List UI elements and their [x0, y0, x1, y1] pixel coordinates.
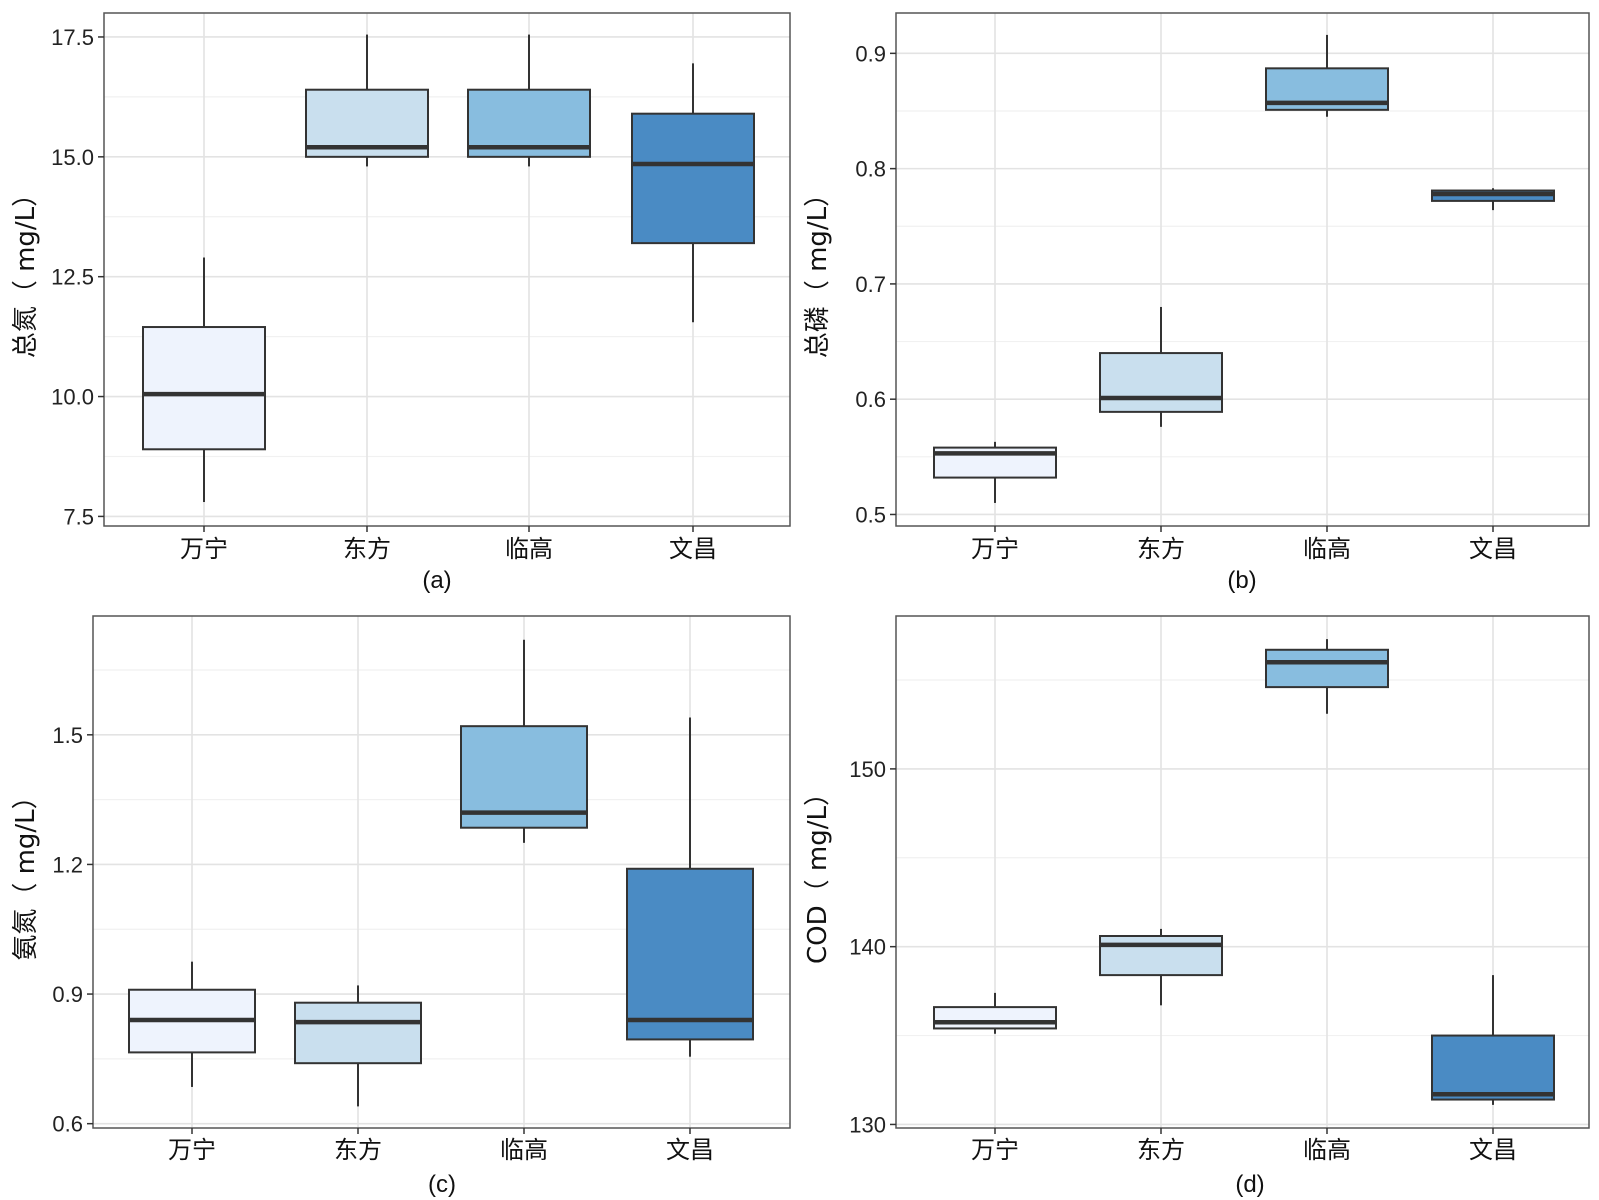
x-tick-label: 东方	[334, 1136, 382, 1164]
plot-border	[895, 12, 1590, 527]
box-文昌	[631, 63, 755, 323]
y-tick-label: 0.9	[52, 982, 83, 1007]
plot-border	[895, 615, 1590, 1129]
box-iqr	[1431, 1034, 1555, 1101]
y-tick-label: 0.8	[855, 157, 886, 182]
x-tick-label: 东方	[343, 535, 391, 563]
panel-c: 0.6 0.9 1.2 1.5 万宁 东方 临高 文昌 氨氮（ mg/L） (c)	[11, 615, 791, 1198]
box-iqr	[142, 326, 266, 451]
box-东方	[1099, 306, 1223, 427]
y-axis-label: 总磷（ mg/L）	[803, 181, 833, 358]
box-临高	[1265, 34, 1389, 117]
x-tick-label: 临高	[1303, 535, 1351, 563]
y-tick-label: 0.9	[855, 41, 886, 66]
box-临高	[460, 639, 588, 843]
y-tick-label: 130	[849, 1112, 886, 1137]
box-文昌	[626, 717, 754, 1057]
x-tick-label: 东方	[1137, 1136, 1185, 1164]
panel-b: 0.5 0.6 0.7 0.8 0.9 万宁 东方 临高 文昌 总磷（ mg/L） (b)	[803, 12, 1590, 594]
y-axis-label: 总氮（ mg/L）	[11, 181, 41, 358]
box-万宁	[933, 992, 1057, 1034]
x-tick-label: 文昌	[1469, 535, 1517, 563]
box-东方	[1099, 928, 1223, 1006]
y-tick-label: 10.0	[51, 385, 94, 410]
x-tick-label: 文昌	[669, 535, 717, 563]
panel-caption: (d)	[1235, 1171, 1264, 1198]
box-iqr	[933, 1006, 1057, 1030]
box-东方	[294, 985, 422, 1107]
x-tick-label: 文昌	[666, 1136, 714, 1164]
y-tick-label: 140	[849, 935, 886, 960]
box-万宁	[128, 961, 256, 1087]
box-东方	[305, 34, 429, 167]
box-临高	[467, 34, 591, 167]
box-文昌	[1431, 975, 1555, 1105]
x-tick-label: 临高	[500, 1136, 548, 1164]
y-tick-label: 15.0	[51, 145, 94, 170]
box-iqr	[1265, 648, 1389, 689]
plot-border	[103, 12, 791, 527]
panel-caption: (a)	[422, 567, 451, 594]
box-文昌	[1431, 188, 1555, 211]
plot-border	[92, 615, 791, 1129]
x-tick-label: 文昌	[1469, 1136, 1517, 1164]
box-iqr	[294, 1001, 422, 1065]
y-tick-label: 7.5	[63, 504, 94, 529]
box-万宁	[933, 441, 1057, 503]
y-axis-label: COD（ mg/L）	[803, 780, 833, 964]
box-iqr	[626, 867, 754, 1041]
y-tick-label: 12.5	[51, 265, 94, 290]
y-tick-label: 0.5	[855, 502, 886, 527]
y-tick-label: 17.5	[51, 25, 94, 50]
y-tick-label: 0.6	[855, 387, 886, 412]
panel-caption: (c)	[428, 1171, 456, 1198]
x-tick-label: 万宁	[971, 1136, 1019, 1164]
y-tick-label: 1.2	[52, 852, 83, 877]
x-tick-label: 东方	[1137, 535, 1185, 563]
box-iqr	[631, 112, 755, 245]
y-tick-label: 0.6	[52, 1112, 83, 1137]
panel-caption: (b)	[1227, 567, 1256, 594]
box-iqr	[1099, 352, 1223, 413]
y-tick-label: 150	[849, 757, 886, 782]
x-tick-label: 临高	[505, 535, 553, 563]
box-万宁	[142, 257, 266, 503]
y-tick-label: 0.7	[855, 272, 886, 297]
y-tick-label: 1.5	[52, 723, 83, 748]
plot-area	[896, 13, 1589, 526]
box-iqr	[1099, 935, 1223, 977]
panel-a: 7.5 10.0 12.5 15.0 17.5 万宁 东方 临高 文昌 总氮（ mg/L） (a)	[11, 12, 791, 594]
x-tick-label: 万宁	[180, 535, 228, 563]
panel-d: 130 140 150 万宁 东方 临高 文昌 COD（ mg/L） (d)	[803, 615, 1590, 1198]
x-tick-label: 万宁	[971, 535, 1019, 563]
y-axis-label: 氨氮（ mg/L）	[11, 783, 41, 960]
box-临高	[1265, 639, 1389, 714]
x-tick-label: 临高	[1303, 1136, 1351, 1164]
x-tick-label: 万宁	[168, 1136, 216, 1164]
